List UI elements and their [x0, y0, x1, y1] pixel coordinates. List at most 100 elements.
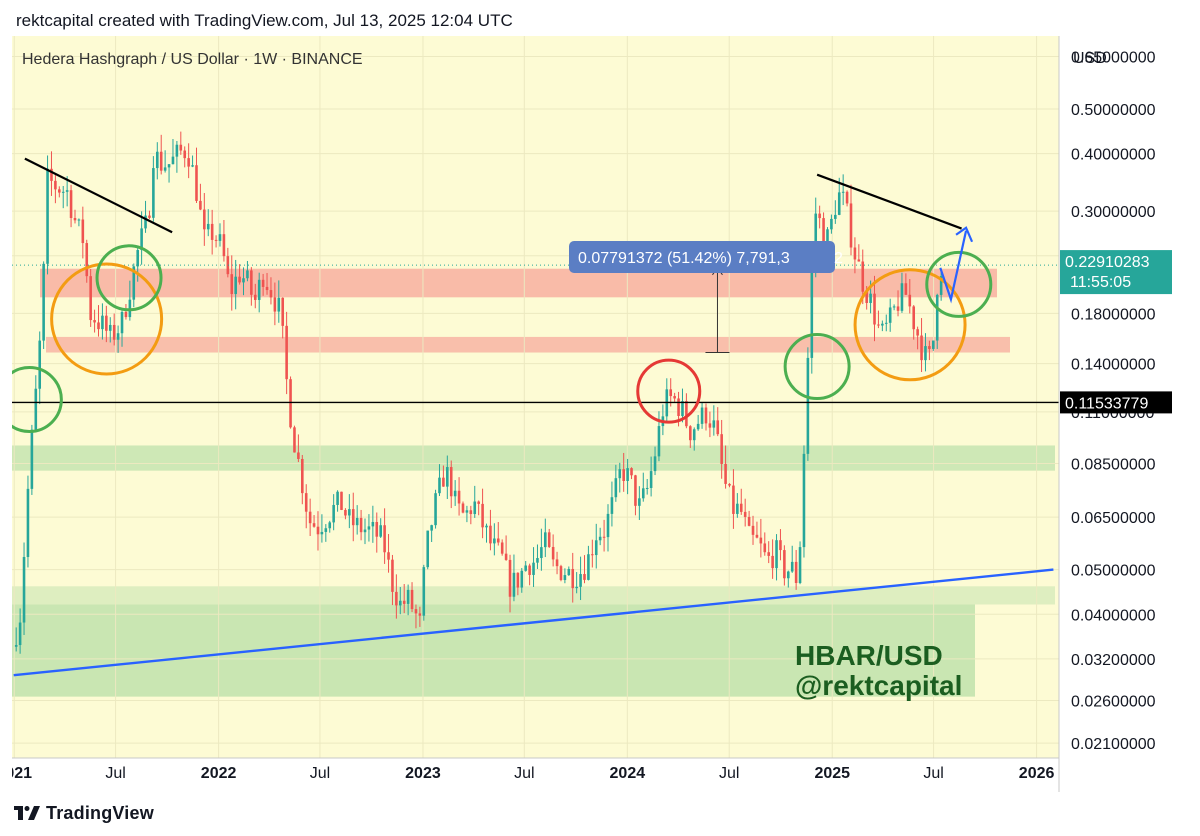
candle-body — [504, 553, 508, 560]
trendline-support[interactable] — [13, 568, 1054, 677]
green-circle-marker[interactable] — [95, 244, 163, 312]
candle-body — [547, 532, 551, 547]
price-tick-label: 0.02100000 — [1071, 736, 1156, 753]
candle-body — [155, 151, 159, 169]
candle-body — [724, 463, 727, 484]
green-circle-marker[interactable] — [925, 250, 993, 318]
chart-frame[interactable]: 0.07791372 (51.42%) 7,791,3 2 2021 Jul 2022… — [0, 36, 1187, 792]
candle-body — [794, 561, 798, 584]
candle-body — [336, 491, 339, 505]
time-tick-label: Jul — [719, 765, 739, 782]
time-tick-label: 2023 — [405, 765, 441, 782]
candle-body — [77, 219, 81, 221]
candle-body — [779, 540, 782, 551]
candle-body — [622, 469, 625, 481]
candle-body — [398, 600, 402, 606]
candle-body — [689, 426, 692, 441]
candle-body — [332, 504, 335, 523]
candle-body — [802, 453, 806, 548]
support-zone-mid — [12, 445, 1055, 471]
orange-circle-marker[interactable] — [50, 262, 164, 376]
orange-circle-marker[interactable] — [853, 268, 967, 382]
candle-body — [853, 247, 857, 260]
red-circle-marker[interactable] — [636, 358, 702, 424]
candle-body — [512, 572, 516, 597]
candle-body — [645, 487, 649, 489]
candle-body — [571, 568, 575, 589]
candle-body — [716, 420, 720, 435]
candle-body — [58, 189, 61, 193]
candle-body — [124, 311, 128, 318]
time-tick-label: 2021 — [12, 765, 32, 782]
candle-body — [594, 540, 598, 556]
candle-body — [602, 536, 606, 538]
candle-body — [449, 467, 453, 497]
candle-body — [171, 156, 175, 165]
tradingview-footer[interactable]: TradingView — [14, 801, 154, 825]
candle-body — [418, 613, 422, 616]
candle-body — [704, 407, 708, 424]
candle-body — [238, 276, 241, 283]
watermark-text: HBAR/USD — [795, 640, 943, 671]
time-tick-label: 2024 — [610, 765, 646, 782]
candle-body — [50, 168, 53, 181]
candle-body — [759, 537, 763, 544]
candle-body — [148, 215, 151, 218]
candle-body — [316, 526, 320, 535]
candle-body — [304, 493, 308, 512]
candle-body — [747, 516, 751, 526]
price-tick-label: 0.18000000 — [1071, 306, 1156, 323]
candle-body — [610, 497, 614, 514]
candle-body — [218, 234, 222, 241]
candle-body — [857, 259, 861, 262]
candle-body — [751, 525, 755, 535]
candle-body — [559, 566, 563, 581]
candle-body — [383, 525, 386, 553]
watermark-text: @rektcapital — [795, 670, 962, 701]
candle-body — [108, 324, 112, 331]
candle-body — [199, 200, 202, 210]
candle-body — [555, 559, 559, 567]
candle-body — [908, 294, 912, 307]
trendline-2025[interactable] — [816, 173, 962, 230]
candle-body — [320, 531, 324, 535]
candle-body — [269, 290, 273, 298]
candle-body — [845, 191, 849, 204]
candle-body — [210, 223, 214, 240]
candle-body — [532, 562, 535, 575]
measure-label: 0.07791372 (51.42%) 7,791,3 — [578, 250, 790, 267]
candle-body — [524, 565, 527, 571]
candle-body — [101, 315, 104, 330]
price-tick-label: 0.08500000 — [1071, 456, 1156, 473]
candle-body — [85, 243, 89, 277]
candle-body — [700, 407, 704, 424]
candle-body — [250, 270, 253, 295]
candle-body — [34, 388, 38, 430]
candle-body — [191, 165, 194, 167]
green-circle-marker[interactable] — [0, 366, 63, 434]
candle-body — [348, 509, 351, 516]
candle-body — [481, 503, 484, 528]
green-circle-marker[interactable] — [783, 333, 851, 401]
candle-body — [841, 191, 845, 193]
projection-path[interactable] — [939, 230, 968, 304]
candle-body — [798, 547, 802, 584]
candle-body — [775, 540, 778, 569]
trendline-2021[interactable] — [24, 157, 173, 234]
price-chart[interactable]: 0.07791372 (51.42%) 7,791,3 2 2021 Jul 2022… — [0, 36, 1187, 792]
candle-body — [395, 591, 398, 606]
candle-body — [888, 307, 892, 323]
candle-body — [916, 329, 919, 336]
time-tick-label: Jul — [514, 765, 534, 782]
candle-body — [257, 279, 261, 300]
candle-body — [881, 323, 884, 326]
support-zone-low-light — [12, 586, 1055, 605]
candle-body — [453, 490, 457, 497]
level-price-value: 0.11533779 — [1065, 395, 1148, 412]
candle-body — [520, 570, 524, 588]
currency-label[interactable]: USD — [1073, 50, 1107, 67]
candle-body — [132, 266, 136, 300]
candle-body — [638, 498, 641, 506]
candle-body — [183, 150, 187, 159]
time-tick-label: Jul — [105, 765, 125, 782]
